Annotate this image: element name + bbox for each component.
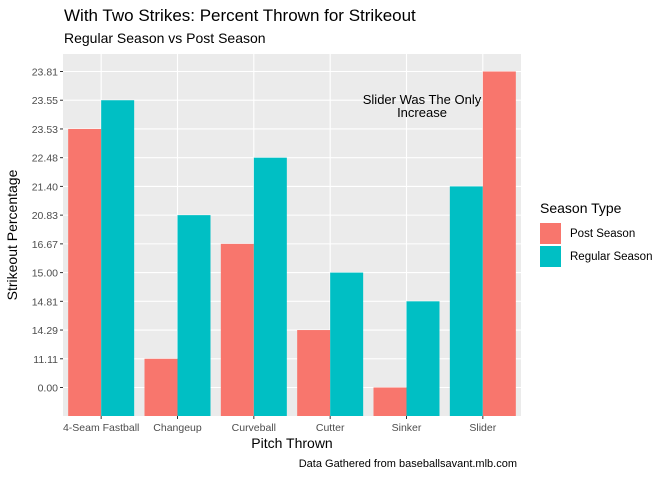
legend-label: Regular Season — [570, 250, 653, 263]
y-tick-label: 15.00 — [32, 268, 58, 280]
y-tick-label: 23.81 — [32, 67, 58, 79]
legend-item-post-season: Post Season — [540, 222, 652, 245]
bar-regular-season — [253, 157, 287, 416]
legend-item-regular-season: Regular Season — [540, 245, 652, 268]
y-tick-label: 16.67 — [32, 239, 58, 251]
x-tick-label: Curveball — [232, 422, 276, 434]
bar-regular-season — [101, 100, 135, 417]
x-tick-label: Changeup — [153, 422, 202, 434]
y-tick-label: 21.40 — [32, 181, 58, 193]
bar-post-season — [68, 128, 102, 417]
y-tick-label: 20.83 — [32, 210, 58, 222]
bars — [68, 71, 516, 417]
plot-panel — [63, 54, 521, 416]
y-tick-label: 23.53 — [32, 124, 58, 136]
legend-title: Season Type — [540, 200, 622, 216]
y-tick-label: 14.81 — [32, 296, 58, 308]
chart-title: With Two Strikes: Percent Thrown for Str… — [64, 6, 416, 25]
bar-post-season — [373, 387, 407, 416]
y-tick-label: 23.55 — [32, 95, 58, 107]
legend-swatch-regular-season — [540, 246, 561, 267]
bar-regular-season — [406, 301, 440, 416]
x-tick-label: Cutter — [316, 422, 345, 434]
legend-label: Post Season — [570, 227, 636, 240]
y-tick-label: 22.48 — [32, 153, 58, 165]
chart-caption: Data Gathered from baseballsavant.mlb.co… — [298, 458, 517, 470]
bar-regular-season — [330, 272, 364, 416]
x-tick-label: Slider — [469, 422, 496, 434]
x-axis-title: Pitch Thrown — [251, 435, 332, 451]
y-tick-label: 14.29 — [32, 325, 58, 337]
x-tick-label: 4-Seam Fastball — [63, 422, 139, 434]
x-tick-label: Sinker — [392, 422, 422, 434]
y-axis-title: Strikeout Percentage — [4, 169, 20, 300]
y-tick-label: 11.11 — [33, 354, 58, 366]
legend-swatch-post-season — [540, 223, 561, 244]
bar-post-season — [220, 243, 254, 416]
legend: Season Type Post Season Regular Season — [540, 200, 652, 268]
bar-post-season — [297, 330, 331, 416]
bar-regular-season — [449, 186, 483, 416]
bar-regular-season — [177, 215, 211, 416]
annotation-text: Slider Was The Only Increase — [362, 92, 482, 120]
y-axis: 0.00 11.11 14.29 14.81 15.00 16.67 20.83 21.40 2… — [32, 67, 63, 395]
bar-post-season — [144, 358, 178, 416]
x-axis: 4-Seam Fastball Changeup Curveball Cutter Si… — [63, 416, 497, 434]
chart-subtitle: Regular Season vs Post Season — [64, 30, 266, 46]
y-tick-label: 0.00 — [38, 383, 59, 395]
bar-post-season — [482, 71, 516, 416]
